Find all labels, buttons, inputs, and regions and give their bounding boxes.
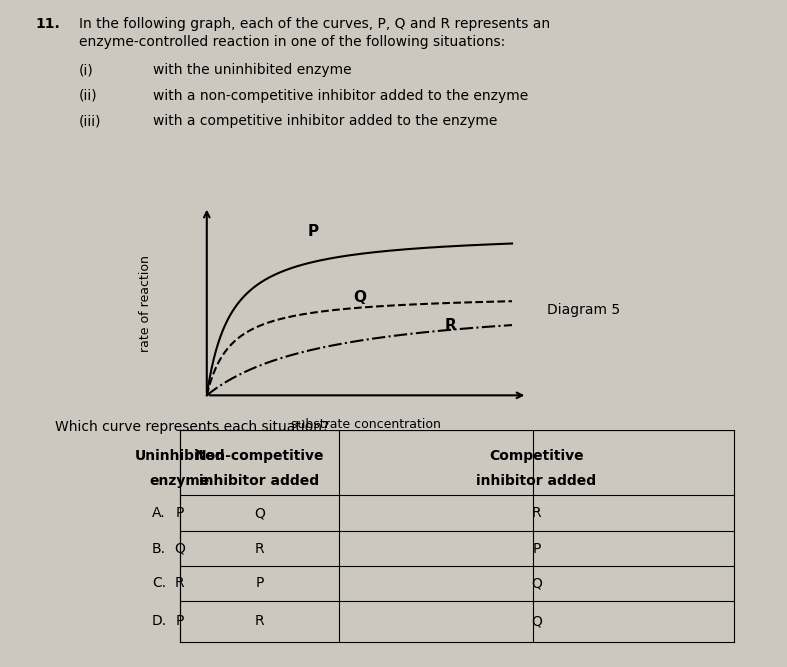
Text: Q: Q: [353, 290, 366, 305]
Text: inhibitor added: inhibitor added: [199, 474, 320, 488]
Text: enzyme: enzyme: [150, 474, 210, 488]
Text: B.: B.: [152, 542, 166, 556]
Text: Competitive: Competitive: [489, 448, 584, 462]
Text: (i): (i): [79, 63, 94, 77]
Text: Uninhibited: Uninhibited: [135, 448, 225, 462]
Text: rate of reaction: rate of reaction: [139, 255, 152, 352]
Text: R: R: [445, 318, 456, 333]
Text: Q: Q: [254, 506, 265, 520]
Text: Q: Q: [531, 614, 542, 628]
Text: P: P: [255, 576, 264, 590]
Text: R: R: [175, 576, 185, 590]
Text: R: R: [531, 506, 541, 520]
Text: enzyme-controlled reaction in one of the following situations:: enzyme-controlled reaction in one of the…: [79, 35, 505, 49]
Text: Q: Q: [174, 542, 185, 556]
Text: with a competitive inhibitor added to the enzyme: with a competitive inhibitor added to th…: [153, 114, 498, 128]
Text: P: P: [308, 223, 320, 239]
Text: D.: D.: [151, 614, 167, 628]
Text: Diagram 5: Diagram 5: [547, 303, 620, 317]
Text: 11.: 11.: [35, 17, 60, 31]
Text: R: R: [254, 614, 264, 628]
Text: Q: Q: [531, 576, 542, 590]
Text: (ii): (ii): [79, 89, 98, 103]
Text: In the following graph, each of the curves, P, Q and R represents an: In the following graph, each of the curv…: [79, 17, 550, 31]
Text: P: P: [532, 542, 541, 556]
Text: R: R: [254, 542, 264, 556]
Text: A.: A.: [152, 506, 166, 520]
Text: P: P: [176, 506, 184, 520]
Text: with a non-competitive inhibitor added to the enzyme: with a non-competitive inhibitor added t…: [153, 89, 529, 103]
Text: P: P: [176, 614, 184, 628]
Text: Which curve represents each situation?: Which curve represents each situation?: [55, 420, 329, 434]
Text: (iii): (iii): [79, 114, 102, 128]
Text: C.: C.: [152, 576, 166, 590]
Text: substrate concentration: substrate concentration: [290, 418, 441, 432]
Text: inhibitor added: inhibitor added: [476, 474, 597, 488]
Text: Non-competitive: Non-competitive: [194, 448, 324, 462]
Text: with the uninhibited enzyme: with the uninhibited enzyme: [153, 63, 352, 77]
